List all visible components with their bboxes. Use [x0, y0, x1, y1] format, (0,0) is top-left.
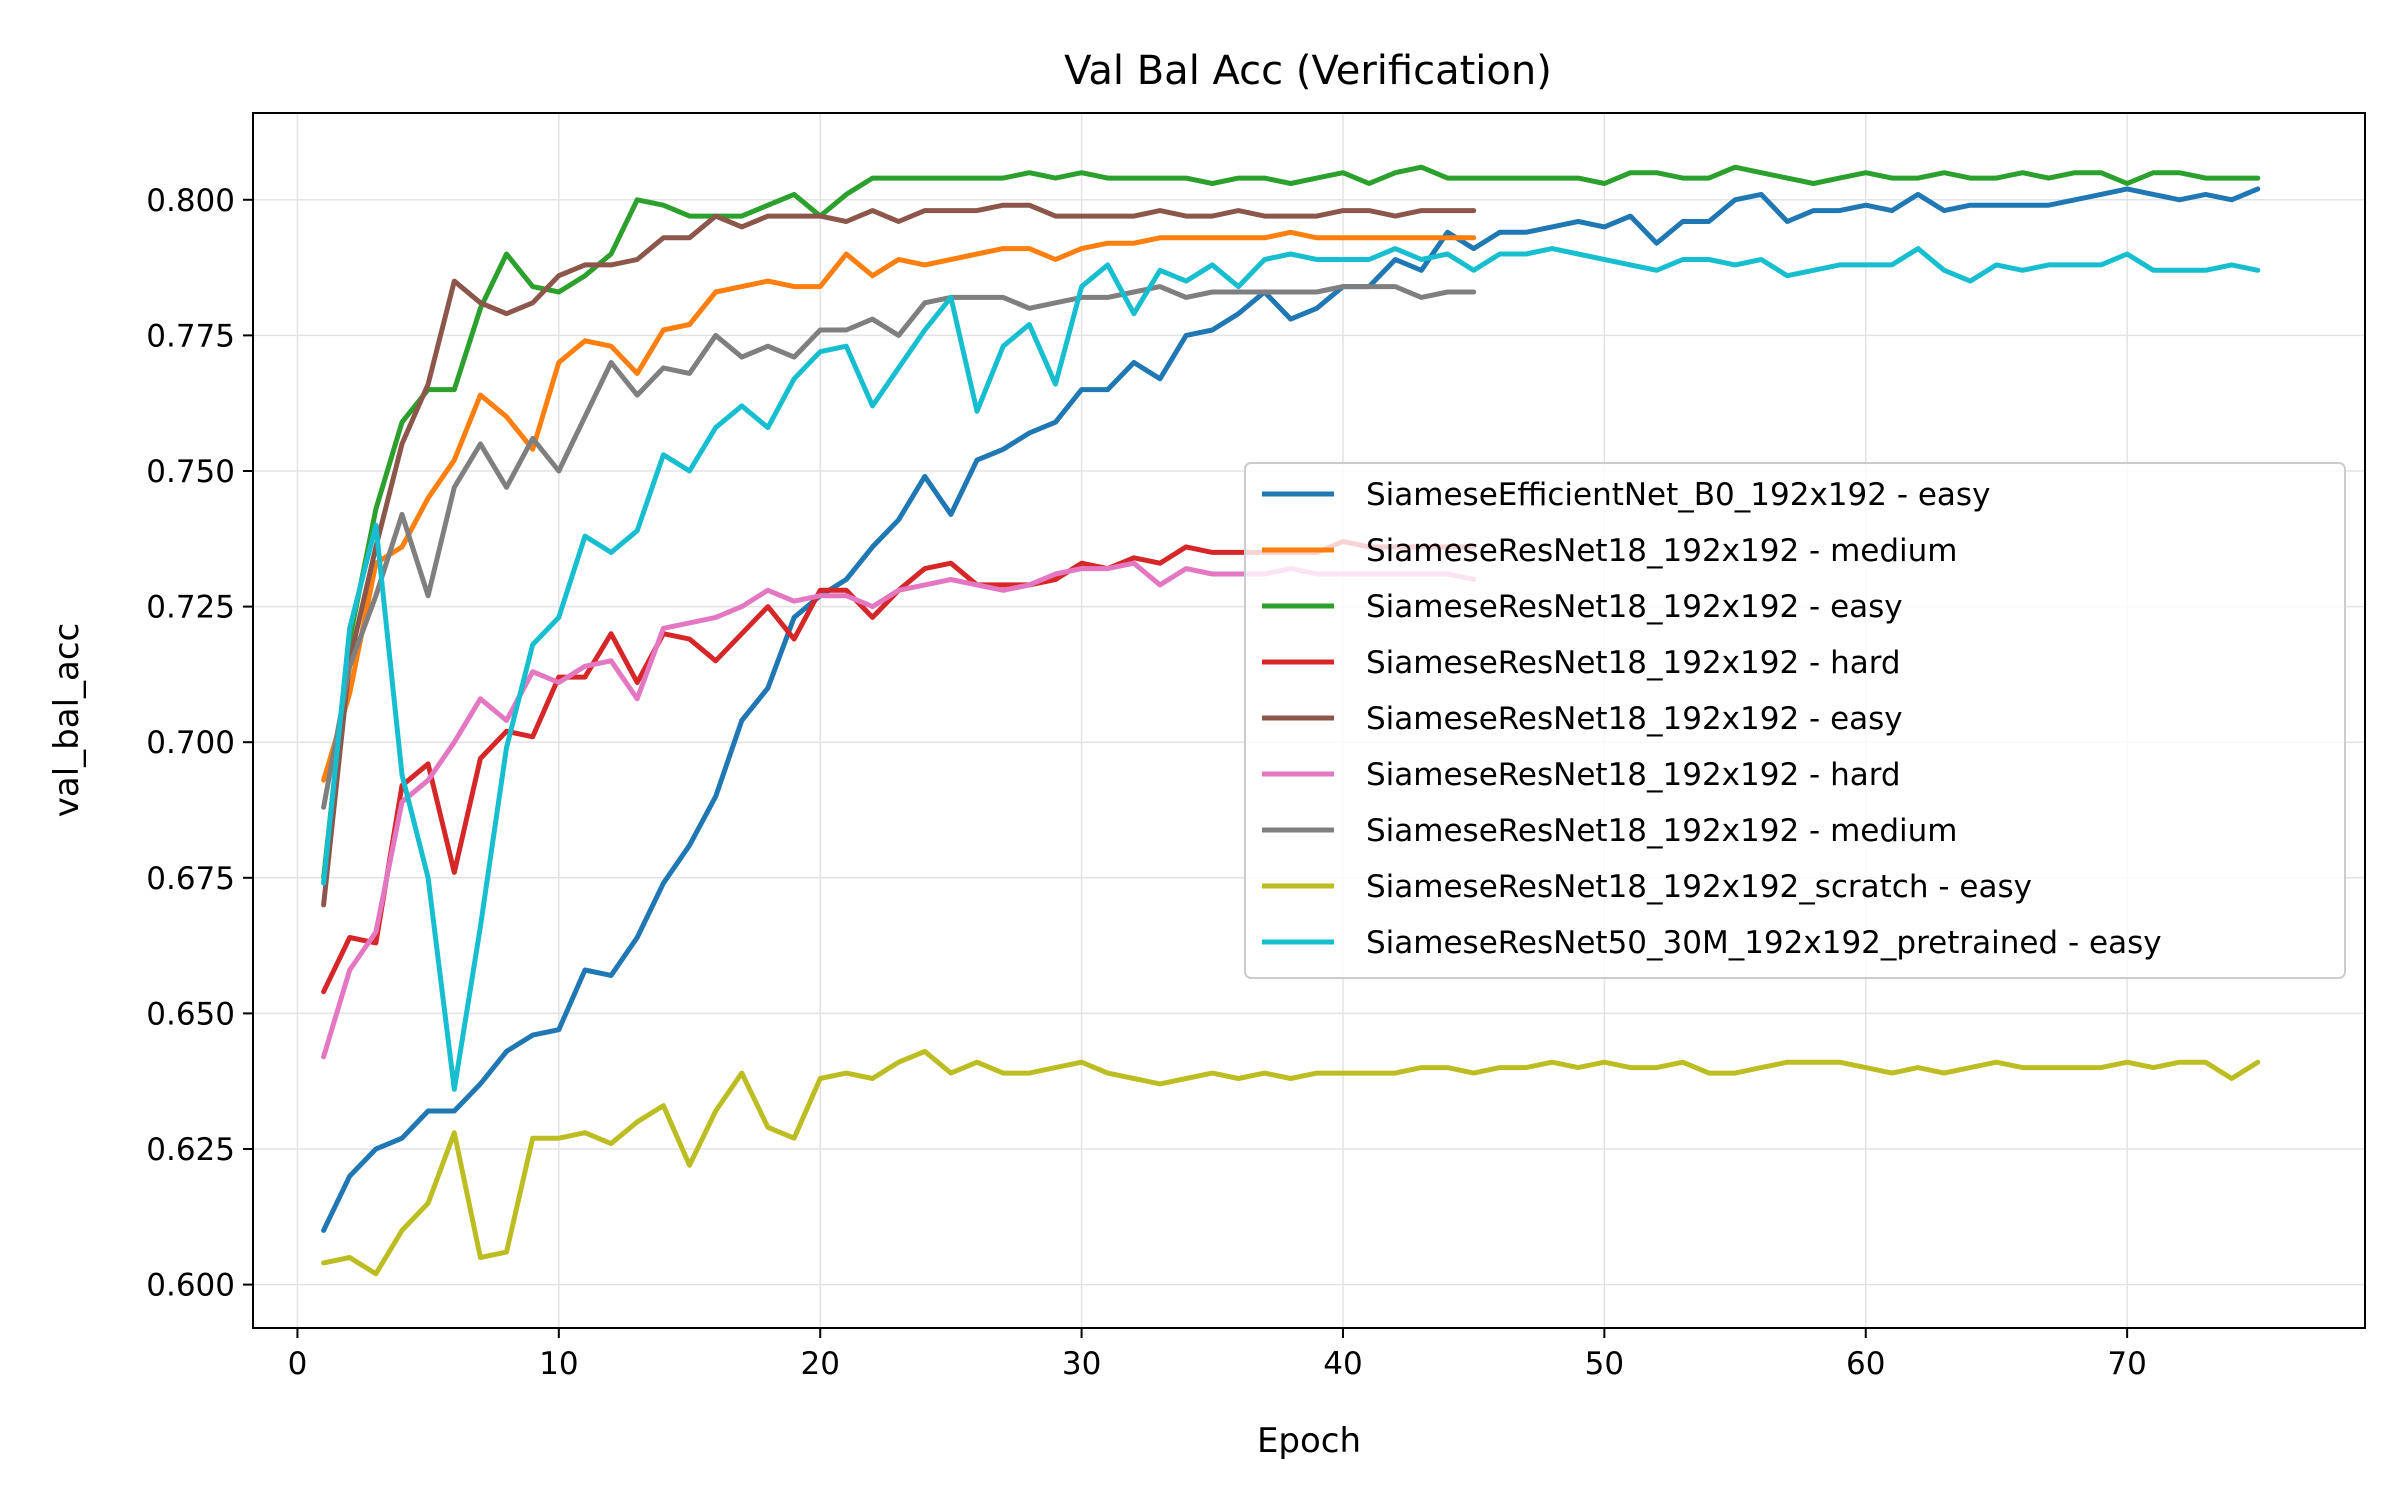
- y-tick-label: 0.650: [146, 996, 235, 1032]
- y-axis-label: val_bal_acc: [47, 623, 87, 818]
- x-axis-label: Epoch: [1257, 1421, 1361, 1461]
- y-tick-label: 0.800: [146, 183, 235, 219]
- series-line-8: [321, 1048, 2261, 1277]
- legend-label: SiameseResNet18_192x192 - easy: [1366, 701, 1903, 737]
- legend-entry-1: SiameseEfficientNet_B0_192x192 - easy: [1262, 477, 1990, 513]
- y-tick-label: 0.700: [146, 725, 235, 761]
- legend-label: SiameseResNet18_192x192 - easy: [1366, 589, 1903, 625]
- series-line-2: [321, 229, 1477, 783]
- series-line-3: [321, 164, 2261, 881]
- series-line-7: [321, 284, 1477, 810]
- legend: SiameseEfficientNet_B0_192x192 - easy Sia…: [1244, 462, 2346, 979]
- legend-entry-2: SiameseResNet18_192x192 - medium: [1262, 533, 1958, 569]
- y-tick-label: 0.775: [146, 318, 235, 354]
- y-tick-label: 0.625: [146, 1132, 235, 1168]
- chart-title: Val Bal Acc (Verification): [1064, 48, 1552, 94]
- x-tick-label: 60: [1846, 1346, 1885, 1382]
- y-axis: 0.600 0.625 0.650 0.675 0.700 0.725 0.750 0.775…: [146, 183, 253, 1304]
- legend-label: SiameseResNet18_192x192 - medium: [1366, 533, 1958, 569]
- x-tick-label: 30: [1062, 1346, 1101, 1382]
- legend-label: SiameseEfficientNet_B0_192x192 - easy: [1366, 477, 1990, 513]
- legend-entry-5: SiameseResNet18_192x192 - easy: [1262, 701, 1903, 737]
- x-tick-label: 10: [539, 1346, 578, 1382]
- y-tick-label: 0.725: [146, 590, 235, 626]
- series-line-1: [321, 186, 2261, 1233]
- series-line-5: [321, 202, 1477, 908]
- x-axis: 0 10 20 30 40 50 60 70: [288, 1328, 2147, 1382]
- legend-entry-9: SiameseResNet50_30M_192x192_pretrained -…: [1262, 925, 2162, 961]
- plot-frame: [252, 112, 2366, 1329]
- series-line-9: [321, 246, 2261, 1092]
- legend-label: SiameseResNet18_192x192 - medium: [1366, 813, 1958, 849]
- legend-label: SiameseResNet50_30M_192x192_pretrained -…: [1366, 925, 2162, 961]
- legend-label: SiameseResNet18_192x192_scratch - easy: [1366, 869, 2032, 905]
- x-tick-label: 70: [2107, 1346, 2146, 1382]
- y-tick-label: 0.600: [146, 1268, 235, 1304]
- legend-box: [1244, 462, 2346, 979]
- legend-entry-8: SiameseResNet18_192x192_scratch - easy: [1262, 869, 2032, 905]
- legend-label: SiameseResNet18_192x192 - hard: [1366, 757, 1901, 793]
- legend-entry-6: SiameseResNet18_192x192 - hard: [1262, 757, 1901, 793]
- series-layer: [321, 164, 2261, 1277]
- y-tick-label: 0.675: [146, 861, 235, 897]
- x-tick-label: 40: [1323, 1346, 1362, 1382]
- legend-entry-3: SiameseResNet18_192x192 - easy: [1262, 589, 1903, 625]
- legend-label: SiameseResNet18_192x192 - hard: [1366, 645, 1901, 681]
- legend-entry-7: SiameseResNet18_192x192 - medium: [1262, 813, 1958, 849]
- y-tick-label: 0.750: [146, 454, 235, 490]
- legend-entry-4: SiameseResNet18_192x192 - hard: [1262, 645, 1901, 681]
- x-tick-label: 20: [800, 1346, 839, 1382]
- x-tick-label: 0: [288, 1346, 308, 1382]
- x-tick-label: 50: [1585, 1346, 1624, 1382]
